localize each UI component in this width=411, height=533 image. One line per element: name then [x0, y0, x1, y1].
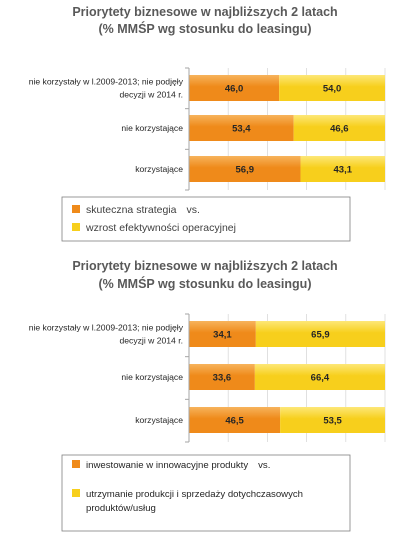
category-label: korzystające	[135, 164, 183, 174]
legend: skuteczna strategia vs. wzrost efektywnośc…	[61, 196, 351, 242]
chart-subtitle: (% MMŚP wg stosunku do leasingu)	[99, 276, 312, 291]
legend-swatch-series-a	[72, 205, 80, 213]
data-label: 65,9	[311, 330, 330, 341]
category-label: decyzji w 2014 r.	[119, 336, 183, 346]
category-label: korzystające	[135, 415, 183, 425]
legend-text: skuteczna strategia	[86, 204, 177, 216]
data-label: 46,0	[225, 84, 244, 95]
legend: inwestowanie w innowacyjne produkty vs. ut…	[61, 454, 351, 532]
bar-segment	[189, 364, 255, 390]
data-label: 33,6	[213, 373, 232, 384]
data-label: 34,1	[213, 330, 232, 341]
bar-segment	[293, 115, 385, 141]
legend-label: utrzymanie produkcji i sprzedaży dotychc…	[86, 489, 303, 500]
category-label: nie korzystały w l.2009-2013; nie podjęł…	[29, 323, 184, 333]
data-label: 53,5	[323, 416, 342, 427]
legend-label: inwestowanie w innowacyjne produkty vs.	[86, 460, 270, 471]
category-label: nie korzystające	[121, 123, 183, 133]
data-label: 54,0	[323, 84, 342, 95]
chart-subtitle: (% MMŚP wg stosunku do leasingu)	[99, 21, 312, 36]
legend-text: produktów/usług	[86, 503, 156, 514]
chart-top: Priorytety biznesowe w najbliższych 2 la…	[29, 5, 386, 242]
bar-segment	[300, 156, 385, 182]
legend-swatch-series-b	[72, 223, 80, 231]
bar-segment	[254, 364, 385, 390]
legend-label: wzrost efektywności operacyjnej	[85, 222, 236, 234]
legend-swatch-series-a	[72, 460, 80, 468]
category-label: nie korzystające	[121, 372, 183, 382]
data-label: 46,5	[225, 416, 244, 427]
bar-segment	[189, 156, 301, 182]
legend-text: inwestowanie w innowacyjne produkty	[86, 460, 248, 471]
bar-segment	[255, 321, 385, 347]
category-label: nie korzystały w l.2009-2013; nie podjęł…	[29, 77, 184, 87]
data-label: 53,4	[232, 124, 251, 135]
bar-segment	[280, 407, 385, 433]
chart-bottom: Priorytety biznesowe w najbliższych 2 la…	[29, 259, 386, 532]
legend-box	[61, 454, 351, 532]
legend-vs-text: vs.	[258, 460, 270, 471]
bar-segment	[189, 75, 280, 101]
bar-segment	[189, 115, 294, 141]
legend-swatch-series-b	[72, 489, 80, 497]
data-label: 46,6	[330, 124, 349, 135]
legend-vs-text: vs.	[186, 204, 199, 216]
legend-label: skuteczna strategia vs.	[86, 204, 200, 216]
bar-segment	[189, 407, 281, 433]
bar-segment	[189, 321, 256, 347]
bar-segment	[279, 75, 385, 101]
chart-title: Priorytety biznesowe w najbliższych 2 la…	[72, 5, 337, 19]
category-label: decyzji w 2014 r.	[119, 90, 183, 100]
legend-box	[61, 196, 351, 242]
data-label: 56,9	[236, 165, 255, 176]
data-label: 66,4	[311, 373, 330, 384]
chart-title: Priorytety biznesowe w najbliższych 2 la…	[72, 259, 337, 273]
legend-text: utrzymanie produkcji i sprzedaży dotychc…	[86, 489, 303, 500]
legend-text: wzrost efektywności operacyjnej	[85, 222, 236, 234]
data-label: 43,1	[334, 165, 353, 176]
legend-label: produktów/usług	[86, 503, 156, 514]
